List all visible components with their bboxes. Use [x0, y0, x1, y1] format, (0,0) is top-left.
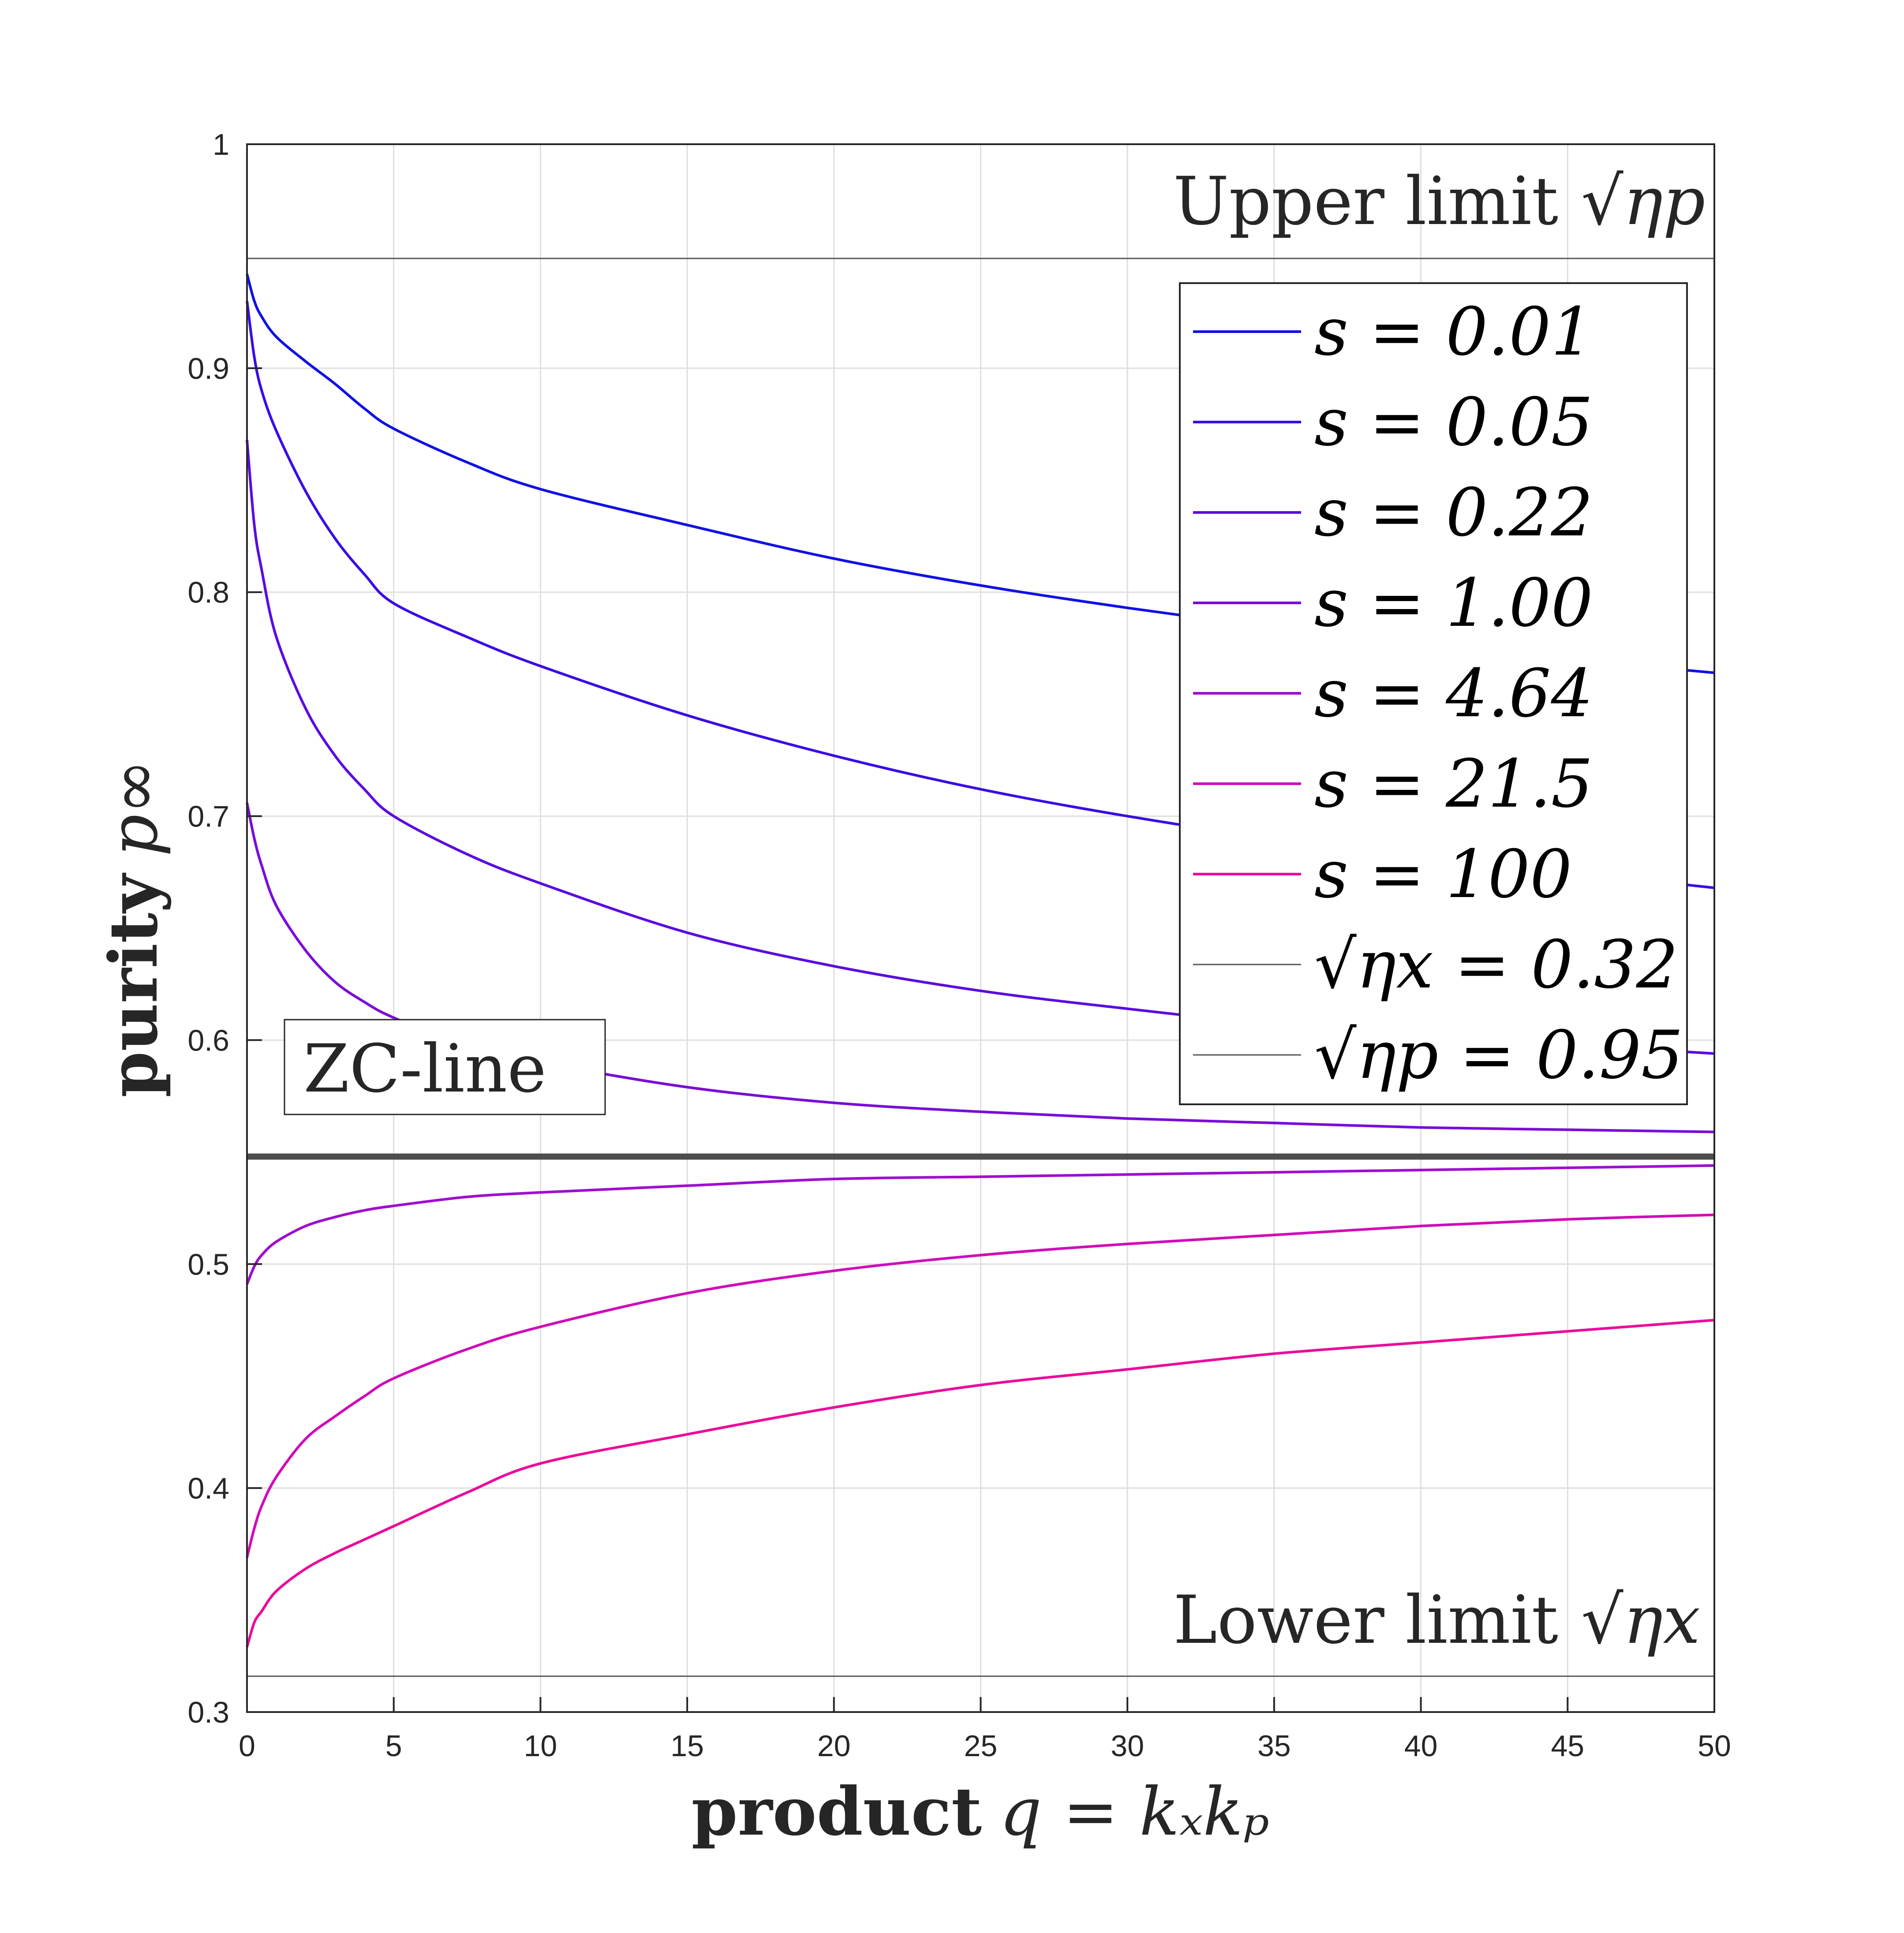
y-axis-label-word: purity [95, 872, 172, 1097]
y-tick-label: 0.8 [187, 576, 229, 609]
zc-line-annotation: ZC-line [284, 1019, 606, 1115]
x-tick-label: 5 [385, 1729, 402, 1763]
upper-limit-annotation: Upper limit √ηp [1173, 163, 1705, 240]
y-tick-label: 0.6 [187, 1024, 229, 1057]
x-ticks: 0 5 10 15 20 25 30 35 40 45 50 [239, 1697, 1731, 1763]
y-axis-label: purity p∞ [95, 759, 172, 1097]
legend-label: s = 4.64 [1314, 655, 1593, 732]
x-tick-label: 25 [964, 1729, 998, 1763]
upper-limit-label: Upper limit [1173, 163, 1558, 240]
legend-label: √ηx = 0.32 [1314, 927, 1678, 1003]
zc-label-box [284, 1019, 606, 1115]
x-axis-label-word: product [692, 1773, 982, 1851]
zc-line-label: ZC-line [303, 1031, 546, 1107]
x-tick-label: 15 [670, 1729, 704, 1763]
legend-label: s = 0.22 [1314, 475, 1593, 551]
y-tick-label: 1 [213, 128, 229, 161]
reference-lines [247, 258, 1714, 1677]
y-tick-label: 0.7 [187, 800, 229, 834]
lower-limit-annotation: Lower limit √ηx [1173, 1582, 1700, 1659]
legend-label: s = 100 [1314, 836, 1572, 913]
x-tick-label: 10 [524, 1729, 557, 1763]
x-tick-label: 40 [1404, 1729, 1438, 1763]
legend-label: s = 21.5 [1314, 746, 1593, 823]
y-tick-label: 0.3 [187, 1696, 229, 1729]
y-ticks: 0.3 0.4 0.5 0.6 0.7 0.8 0.9 1 [187, 128, 262, 1729]
y-tick-label: 0.5 [187, 1248, 229, 1281]
x-tick-label: 45 [1551, 1729, 1584, 1763]
series-line [246, 802, 1715, 1133]
y-axis-label-math: p∞ [96, 759, 172, 856]
x-tick-label: 20 [817, 1729, 851, 1763]
y-tick-label: 0.9 [187, 352, 229, 385]
y-tick-label: 0.4 [187, 1472, 229, 1505]
lower-limit-symbol: √ηx [1581, 1582, 1700, 1659]
legend: s = 0.01 s = 0.05 s = 0.22 s = 1.00 s = 4.64… [1179, 282, 1688, 1105]
legend-label: s = 0.05 [1314, 384, 1593, 461]
x-axis-label: product q = kₓkₚ [692, 1773, 1270, 1851]
x-tick-label: 30 [1111, 1729, 1144, 1763]
x-tick-label: 0 [239, 1729, 255, 1763]
x-tick-label: 50 [1698, 1729, 1731, 1763]
legend-label: √ηp = 0.95 [1314, 1017, 1683, 1094]
series-line [246, 1319, 1715, 1648]
upper-limit-symbol: √ηp [1581, 163, 1705, 240]
x-axis-label-math: q = kₓkₚ [999, 1774, 1269, 1851]
legend-label: s = 1.00 [1314, 565, 1593, 642]
lower-limit-label: Lower limit [1173, 1582, 1558, 1659]
legend-label: s = 0.01 [1314, 294, 1593, 370]
series-line [246, 1164, 1715, 1285]
x-tick-label: 35 [1257, 1729, 1291, 1763]
series-line [246, 1213, 1715, 1558]
